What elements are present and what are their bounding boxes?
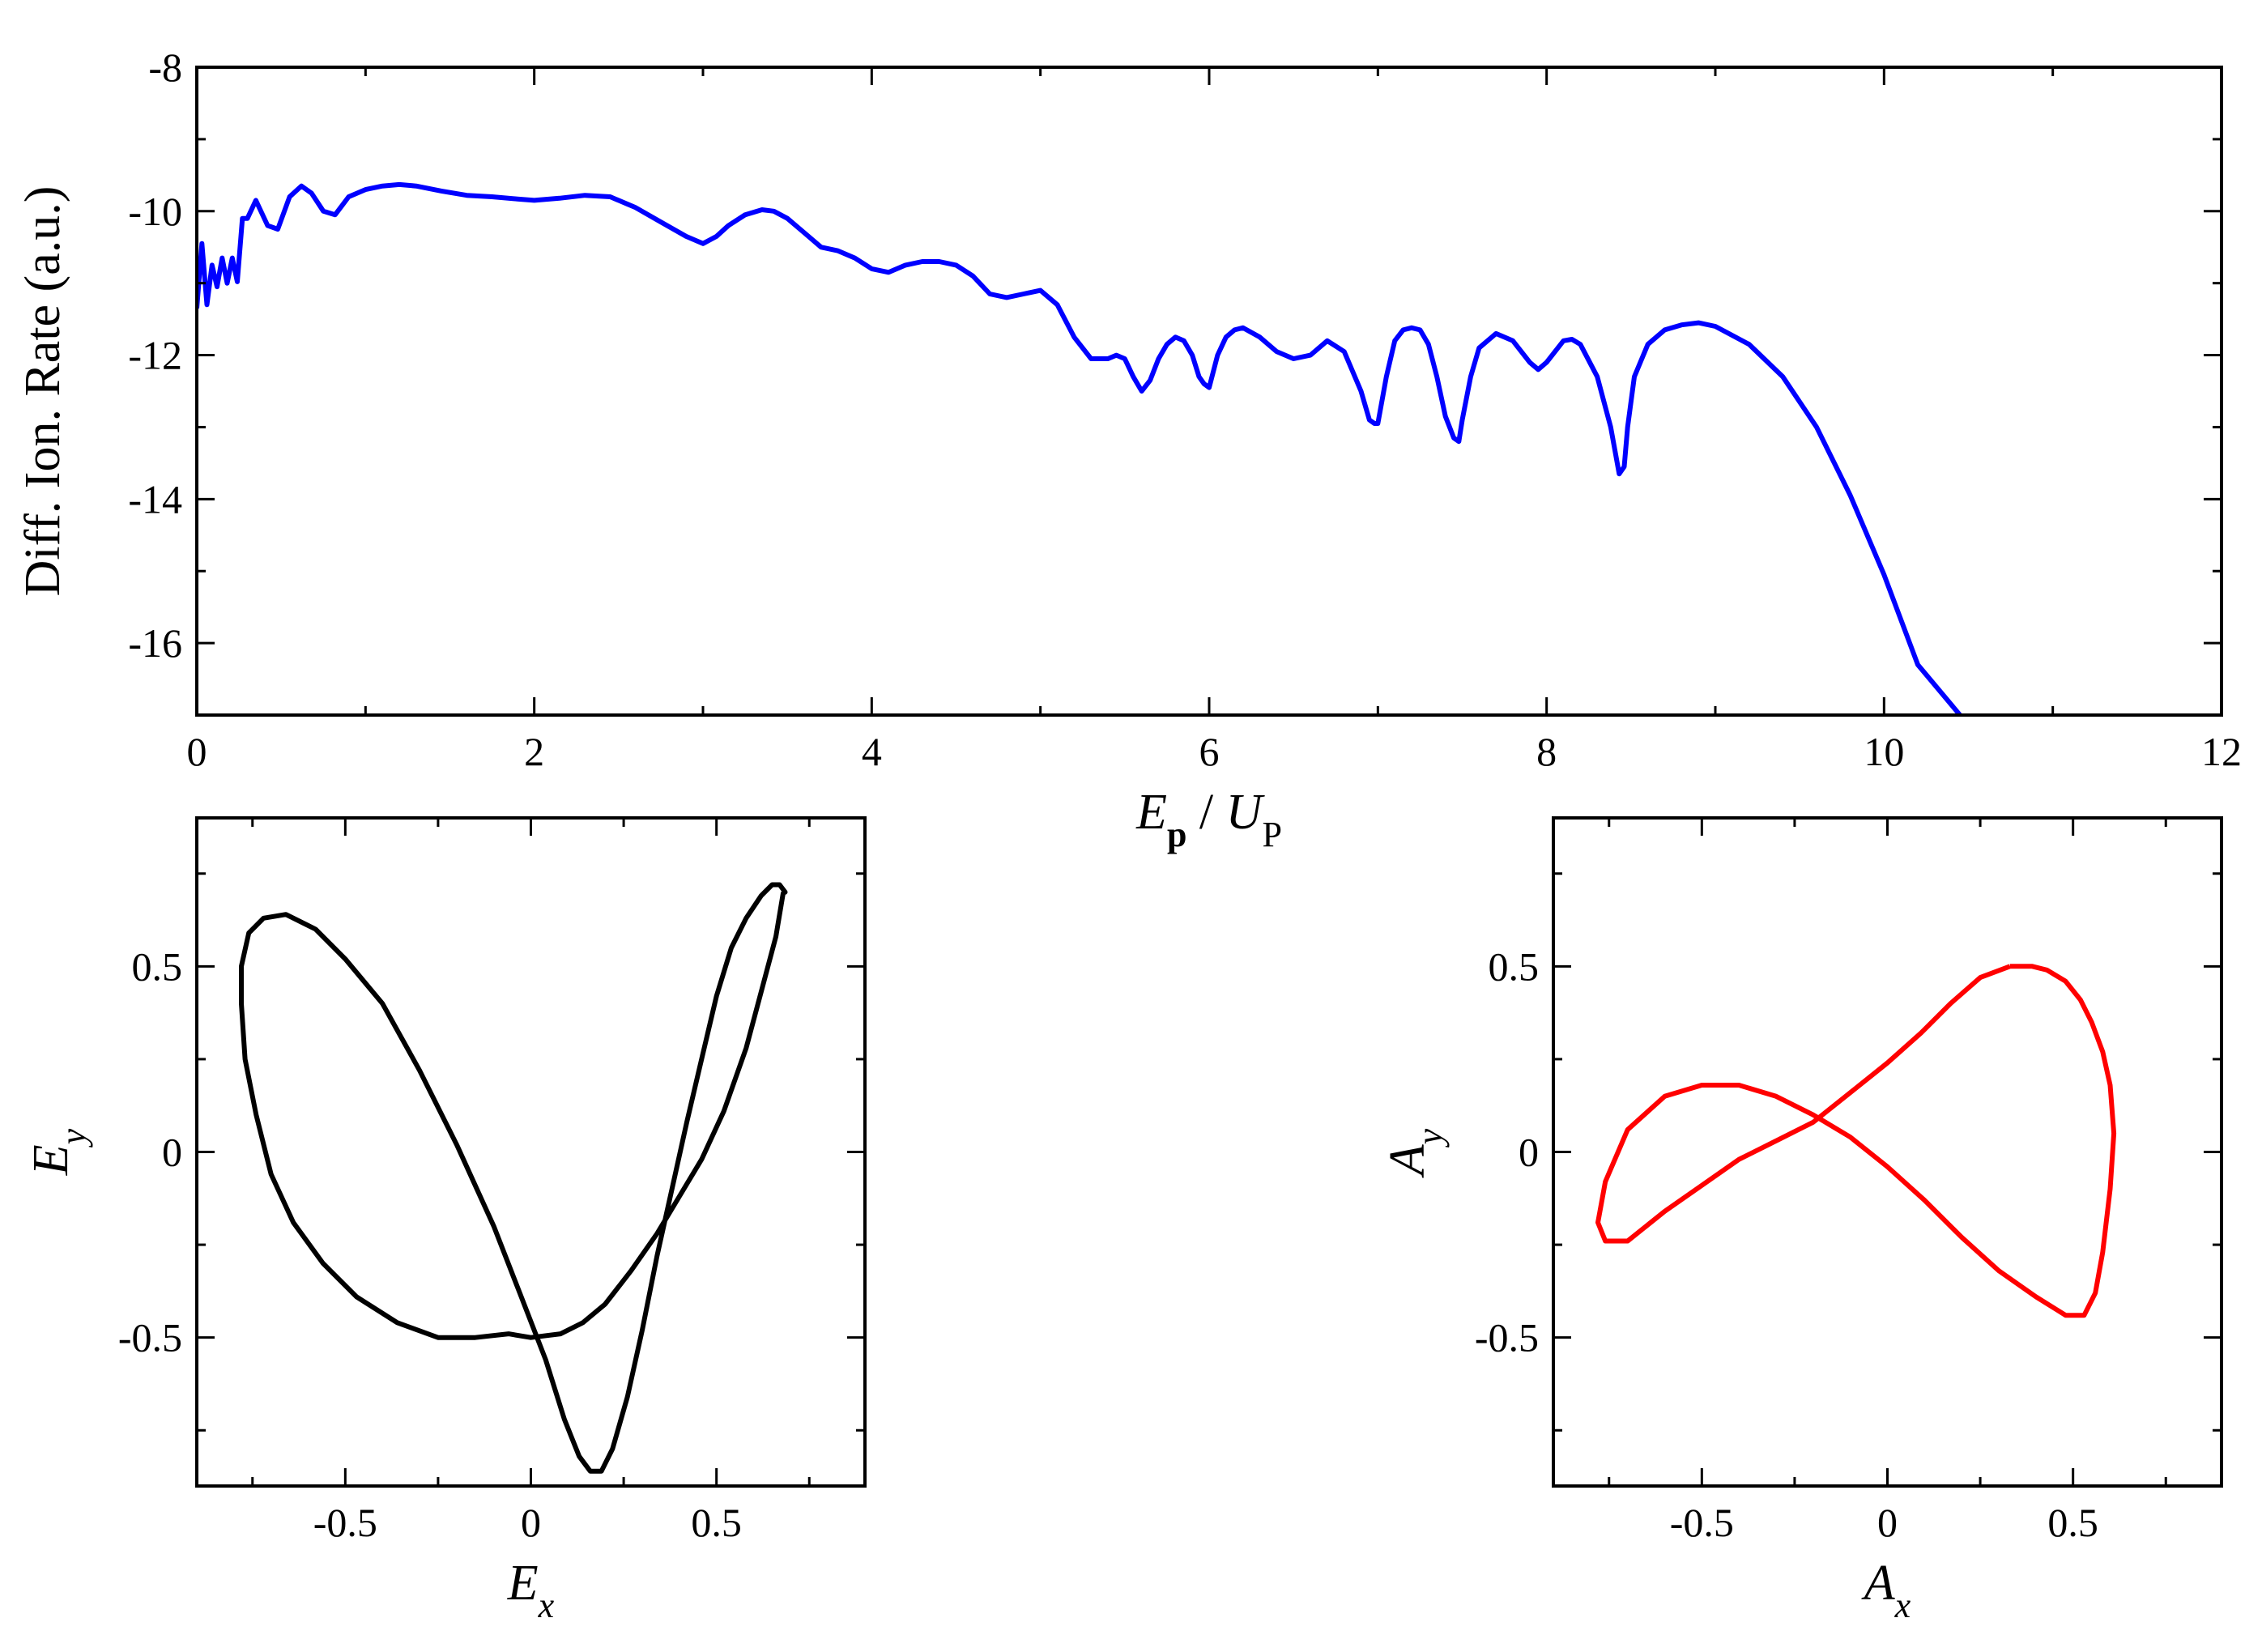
x-axis-label: Ep / UP	[1135, 785, 1282, 854]
x-tick-label: 0	[521, 1500, 541, 1545]
x-tick-label: 0.5	[2047, 1500, 2098, 1545]
series-line-0	[1595, 964, 2117, 1318]
y-tick-label: -8	[148, 45, 182, 90]
y-tick-label: -10	[128, 189, 182, 234]
bottom-left-chart-electric-field: -0.5 0 0.5 -0.5 0 0.5 Ex Ey	[23, 816, 867, 1625]
y-tick-label: 0	[162, 1130, 182, 1175]
bottom-right-chart-vector-potential: -0.5 0 0.5 -0.5 0 0.5 Ax Ay	[1380, 816, 2223, 1625]
series-line-0	[239, 882, 788, 1474]
y-axis-label: Ay	[1380, 1128, 1450, 1178]
y-tick-label: -0.5	[1475, 1315, 1539, 1360]
series-line-0	[197, 181, 1962, 715]
x-tick-label: 0	[1877, 1500, 1898, 1545]
y-tick-label: 0.5	[132, 943, 183, 989]
x-tick-label: 4	[862, 729, 882, 774]
y-tick-label: -16	[128, 620, 182, 666]
x-tick-label: 0.5	[691, 1500, 742, 1545]
x-tick-label: -0.5	[1670, 1500, 1734, 1545]
x-axis-label: Ax	[1861, 1556, 1911, 1625]
y-tick-label: 0.5	[1489, 943, 1540, 989]
x-axis-label: Ex	[507, 1556, 555, 1625]
x-tick-label: 12	[2201, 729, 2242, 774]
plot-frame	[195, 66, 2223, 717]
x-tick-label: 8	[1536, 729, 1557, 774]
x-tick-label: 2	[524, 729, 544, 774]
y-axis-label: Diff. Ion. Rate (a.u.)	[15, 186, 70, 597]
plot-frame	[1552, 816, 2223, 1488]
y-tick-label: -0.5	[118, 1315, 182, 1360]
x-tick-label: 10	[1864, 729, 1904, 774]
x-tick-label: -0.5	[313, 1500, 377, 1545]
y-tick-label: -14	[128, 476, 182, 522]
y-tick-label: 0	[1519, 1130, 1539, 1175]
top-chart-diff-ion-rate: 0 2 4 6 8 10 12 -16 -14 -12 -10 -8 Ep / UP Diff. Ion.…	[15, 45, 2242, 854]
x-tick-label: 0	[187, 729, 207, 774]
y-axis-label: Ey	[23, 1128, 93, 1176]
y-tick-label: -12	[128, 333, 182, 378]
x-tick-label: 6	[1199, 729, 1220, 774]
